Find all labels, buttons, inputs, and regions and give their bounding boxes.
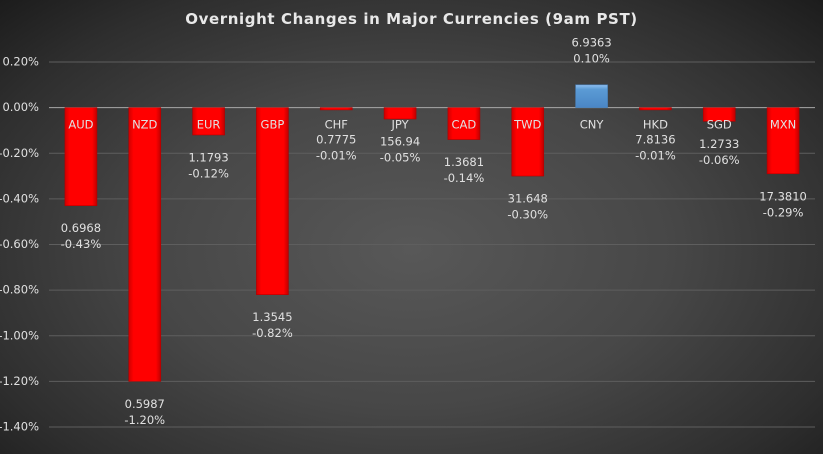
category-label: HKD — [643, 118, 668, 132]
value-label: -0.30% — [507, 208, 548, 222]
value-label: -0.14% — [444, 171, 485, 185]
bar-mxn — [766, 107, 800, 175]
bar-twd — [511, 107, 545, 177]
value-label: -0.82% — [252, 326, 293, 340]
bar-sgd — [702, 107, 736, 122]
value-label: -0.06% — [699, 153, 740, 167]
category-label: SGD — [707, 118, 732, 132]
category-label: AUD — [68, 118, 93, 132]
rate-label: 1.3681 — [444, 155, 484, 169]
bar-hkd — [639, 107, 672, 111]
category-label: GBP — [261, 118, 285, 132]
value-label: -0.01% — [635, 149, 676, 163]
chart-title: Overnight Changes in Major Currencies (9… — [185, 10, 638, 28]
bar-gbp — [256, 107, 289, 295]
y-tick-label: -0.80% — [0, 283, 39, 297]
rate-label: 7.8136 — [635, 133, 675, 147]
bar-aud — [64, 107, 98, 207]
value-label: -1.20% — [124, 413, 165, 427]
rate-label: 0.5987 — [125, 397, 165, 411]
value-label: -0.01% — [316, 149, 357, 163]
rate-label: 0.6968 — [61, 221, 101, 235]
bar-chf — [319, 107, 353, 111]
y-tick-label: 0.00% — [2, 100, 39, 114]
rate-label: 1.1793 — [188, 151, 228, 165]
category-label: CNY — [580, 118, 605, 132]
rate-label: 1.2733 — [699, 137, 739, 151]
bar-cny — [575, 84, 608, 108]
value-label: -0.05% — [380, 151, 421, 165]
y-tick-label: -1.20% — [0, 374, 39, 388]
category-label: TWD — [513, 118, 541, 132]
bar-eur — [192, 107, 225, 136]
y-tick-label: -0.40% — [0, 191, 39, 205]
bar-nzd — [128, 107, 162, 382]
category-label: CAD — [452, 118, 477, 132]
value-label: -0.43% — [61, 237, 102, 251]
y-tick-label: 0.20% — [2, 55, 39, 69]
bar-cad — [447, 107, 481, 140]
rate-label: 6.9363 — [571, 35, 611, 49]
rate-label: 1.3545 — [252, 310, 292, 324]
rate-label: 17.3810 — [759, 189, 807, 203]
value-label: 0.10% — [573, 51, 610, 65]
bar-jpy — [383, 107, 417, 120]
category-label: EUR — [197, 118, 221, 132]
y-tick-label: -0.60% — [0, 237, 39, 251]
rate-label: 156.94 — [380, 135, 420, 149]
y-tick-label: -0.20% — [0, 146, 39, 160]
category-label: MXN — [770, 118, 796, 132]
rate-label: 31.648 — [508, 192, 548, 206]
rate-label: 0.7775 — [316, 133, 356, 147]
category-label: NZD — [132, 118, 157, 132]
category-label: CHF — [325, 118, 348, 132]
value-label: -0.29% — [763, 205, 804, 219]
value-label: -0.12% — [188, 167, 229, 181]
category-label: JPY — [391, 118, 410, 132]
y-tick-label: -1.40% — [0, 420, 39, 434]
y-tick-label: -1.00% — [0, 328, 39, 342]
